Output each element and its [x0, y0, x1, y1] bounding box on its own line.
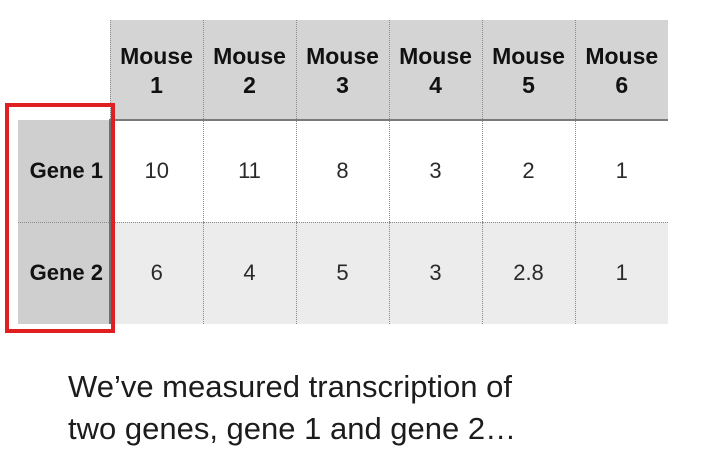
header-row: Mouse 1 Mouse 2 Mouse 3 Mouse 4 Mouse 5 Mouse… [18, 20, 668, 121]
column-header-number: 1 [150, 71, 163, 98]
gene-expression-table-container: Mouse 1 Mouse 2 Mouse 3 Mouse 4 Mouse 5 Mouse… [18, 20, 668, 324]
column-header-label: Mouse [306, 42, 379, 69]
column-header-label: Mouse [399, 42, 472, 69]
table-cell: 4 [202, 222, 296, 324]
column-header-number: 3 [336, 71, 349, 98]
column-header-mouse-5: Mouse 5 [481, 20, 575, 121]
column-header-mouse-6: Mouse 6 [574, 20, 668, 121]
table-cell: 5 [295, 222, 389, 324]
caption-line-2: two genes, gene 1 and gene 2… [68, 411, 517, 446]
gene-expression-table: Mouse 1 Mouse 2 Mouse 3 Mouse 4 Mouse 5 Mouse… [18, 20, 668, 324]
column-header-label: Mouse [492, 42, 565, 69]
row-header-gene-2: Gene 2 [18, 222, 111, 324]
table-cell: 3 [388, 120, 482, 223]
table-cell: 6 [109, 222, 203, 324]
table-corner [18, 20, 110, 120]
table-cell: 1 [574, 222, 668, 324]
column-header-label: Mouse [213, 42, 286, 69]
row-header-gene-1: Gene 1 [18, 120, 111, 223]
column-header-number: 2 [243, 71, 256, 98]
column-header-number: 6 [615, 71, 629, 98]
table-cell: 2.8 [481, 222, 575, 324]
caption-line-1: We’ve measured transcription of [68, 369, 512, 404]
column-header-mouse-1: Mouse 1 [109, 20, 203, 121]
table-cell: 2 [481, 120, 575, 223]
table-cell: 11 [202, 120, 296, 223]
column-header-mouse-3: Mouse 3 [295, 20, 389, 121]
table-row-gene-2: Gene 2 6 4 5 3 2.8 1 [18, 222, 668, 324]
column-header-mouse-4: Mouse 4 [388, 20, 482, 121]
column-header-label: Mouse [585, 42, 659, 69]
column-header-number: 4 [429, 71, 442, 98]
table-cell: 3 [388, 222, 482, 324]
table-cell: 10 [109, 120, 203, 223]
table-cell: 8 [295, 120, 389, 223]
column-header-number: 5 [522, 71, 535, 98]
column-header-label: Mouse [120, 42, 193, 69]
table-row-gene-1: Gene 1 10 11 8 3 2 1 [18, 120, 668, 223]
column-header-mouse-2: Mouse 2 [202, 20, 296, 121]
table-cell: 1 [574, 120, 668, 223]
slide-caption: We’ve measured transcription of two gene… [68, 366, 688, 450]
